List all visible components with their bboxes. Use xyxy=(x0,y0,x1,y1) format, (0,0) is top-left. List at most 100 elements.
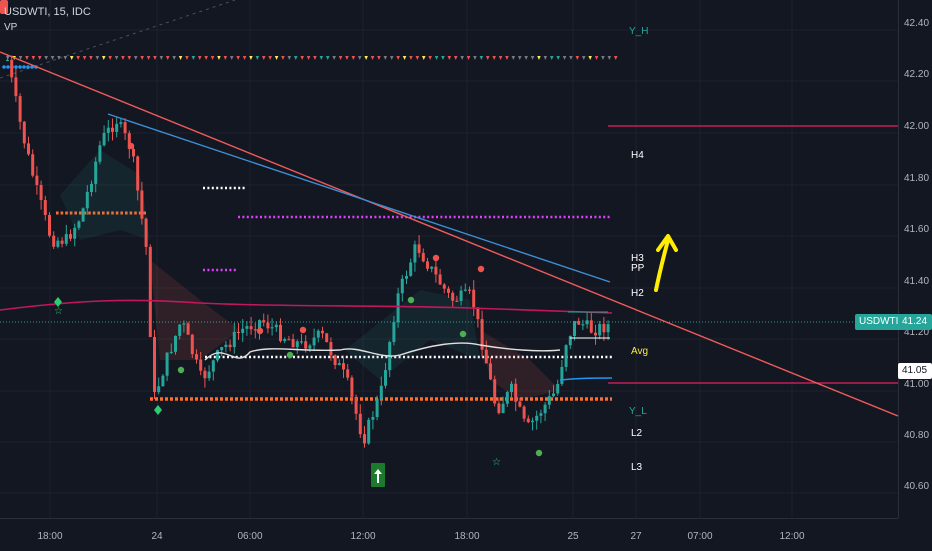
price-axis[interactable]: 42.40 42.20 42.00 41.80 41.60 41.40 41.2… xyxy=(898,0,932,518)
candle-body xyxy=(56,241,59,247)
candle-body xyxy=(329,342,332,355)
candle-body xyxy=(149,247,152,337)
signal-marker xyxy=(38,56,42,60)
signal-dot xyxy=(18,65,22,69)
candle-body xyxy=(569,336,572,345)
signal-marker xyxy=(281,56,285,60)
candle-body xyxy=(493,379,496,403)
candle-body xyxy=(409,262,412,275)
candle-body xyxy=(527,419,530,423)
candle-body xyxy=(418,244,421,253)
time-tick: 12:00 xyxy=(350,531,375,542)
candle-body xyxy=(338,363,341,365)
candle-body xyxy=(430,267,433,269)
candle-body xyxy=(229,345,232,347)
price-chart[interactable]: ☆☆ xyxy=(0,0,898,518)
candle-body xyxy=(313,338,316,346)
level-label-l2: L2 xyxy=(631,428,642,439)
signal-marker xyxy=(211,56,215,60)
level-label-h2: H2 xyxy=(631,288,644,299)
symbol-title[interactable]: USDWTI, 15, IDC xyxy=(4,6,91,18)
circle-marker-icon xyxy=(460,331,466,337)
indicator-label-vp[interactable]: VP xyxy=(4,22,17,33)
signal-marker xyxy=(275,56,279,60)
signal-dot xyxy=(14,65,18,69)
candle-body xyxy=(439,274,442,284)
candle-body xyxy=(363,434,366,443)
candle-body xyxy=(552,393,555,396)
candle-body xyxy=(77,221,80,227)
signal-marker xyxy=(134,56,138,60)
candle-body xyxy=(535,416,538,421)
candle-body xyxy=(506,392,509,404)
signal-marker xyxy=(89,56,93,60)
signal-marker xyxy=(307,56,311,60)
candle-body xyxy=(405,276,408,279)
time-axis[interactable]: 18:00 24 06:00 12:00 18:00 25 27 07:00 1… xyxy=(0,518,898,551)
candle-body xyxy=(195,354,198,359)
signal-marker xyxy=(192,56,196,60)
star-marker-icon: ☆ xyxy=(492,457,501,468)
candle-body xyxy=(271,327,274,328)
signal-marker xyxy=(441,56,445,60)
candle-body xyxy=(174,336,177,352)
circle-marker-icon xyxy=(300,327,306,333)
signal-marker xyxy=(448,56,452,60)
signal-marker xyxy=(582,56,586,60)
candle-body xyxy=(413,244,416,262)
candle-body xyxy=(27,143,30,154)
candle-body xyxy=(233,332,236,347)
candle-body xyxy=(245,326,248,329)
candle-body xyxy=(447,289,450,293)
signal-marker xyxy=(230,56,234,60)
candle-body xyxy=(602,324,605,332)
chart-area[interactable]: ☆ ☆ USDWTI, 15, IDC VP Y_H H4 H3 PP H2 Av… xyxy=(0,0,898,518)
signal-marker xyxy=(25,56,29,60)
candle-body xyxy=(136,156,139,190)
signal-marker xyxy=(416,56,420,60)
signal-marker xyxy=(147,56,151,60)
signal-marker xyxy=(262,56,266,60)
price-tick: 42.00 xyxy=(904,121,929,132)
signal-marker xyxy=(198,56,202,60)
candle-body xyxy=(119,122,122,124)
candle-body xyxy=(426,261,429,268)
candle-body xyxy=(31,154,34,175)
candle-body xyxy=(565,345,568,367)
signal-marker xyxy=(108,56,112,60)
yellow-arrow-drawing xyxy=(656,236,676,290)
signal-marker xyxy=(121,56,125,60)
signal-marker xyxy=(486,56,490,60)
time-tick: 18:00 xyxy=(37,531,62,542)
star-marker-icon: ☆ xyxy=(54,306,63,317)
level-price-tag: 41.05 xyxy=(898,363,932,379)
candle-body xyxy=(178,325,181,336)
signal-marker xyxy=(320,56,324,60)
level-label-pp: PP xyxy=(631,263,644,274)
signal-marker xyxy=(435,56,439,60)
candle-body xyxy=(262,320,265,322)
candle-body xyxy=(539,413,542,416)
candle-body xyxy=(350,378,353,397)
candle-body xyxy=(40,185,43,200)
candle-body xyxy=(6,60,9,61)
signal-marker xyxy=(153,56,157,60)
candle-body xyxy=(203,371,206,379)
candle-body xyxy=(140,191,143,219)
signal-marker xyxy=(358,56,362,60)
candle-body xyxy=(371,417,374,420)
signal-marker xyxy=(422,56,426,60)
candle-body xyxy=(107,128,110,133)
signal-marker xyxy=(505,56,509,60)
candle-body xyxy=(573,321,576,336)
candle-body xyxy=(61,241,64,244)
candle-body xyxy=(300,341,303,342)
candle-body xyxy=(556,384,559,393)
time-tick: 18:00 xyxy=(454,531,479,542)
candle-body xyxy=(397,293,400,322)
candle-body xyxy=(19,96,22,122)
candle-body xyxy=(10,60,13,78)
signal-marker xyxy=(480,56,484,60)
time-tick: 06:00 xyxy=(237,531,262,542)
candle-body xyxy=(376,399,379,417)
